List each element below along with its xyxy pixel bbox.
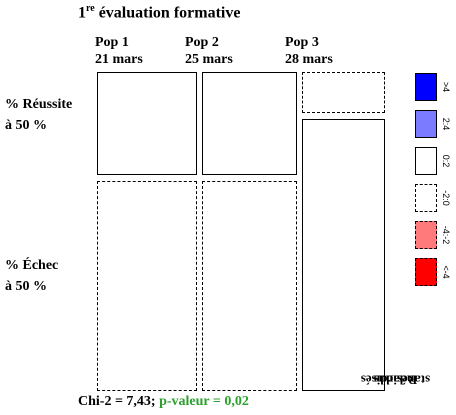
mosaic-cell-reussite-pop-2 — [202, 72, 297, 176]
column-name: Pop 1 — [95, 35, 129, 50]
row-label-reussite: % Réussite à 50 % — [5, 94, 72, 136]
legend-swatch — [415, 221, 437, 249]
chart-title: 1re évaluation formative — [78, 3, 241, 22]
column-header-pop-2: Pop 2 25 mars — [185, 34, 233, 68]
column-name: Pop 2 — [185, 35, 219, 50]
legend-swatch — [415, 73, 437, 101]
mosaic-cell-echec-pop-2 — [202, 181, 297, 391]
row-label-line: % Échec — [5, 258, 59, 273]
legend-label: 2:4 — [441, 117, 451, 131]
legend-label: -4:-2 — [441, 225, 451, 245]
row-label-line: à 50 % — [5, 118, 47, 133]
legend-label: >4 — [441, 81, 451, 93]
legend-label: <-4 — [441, 265, 451, 279]
column-date: 28 mars — [285, 52, 333, 67]
mosaic-cell-echec-pop-1 — [97, 181, 198, 391]
column-header-pop-1: Pop 1 21 mars — [95, 34, 143, 68]
legend-swatch — [415, 147, 437, 175]
mosaic-cell-reussite-pop-3 — [301, 72, 385, 113]
column-name: Pop 3 — [285, 35, 319, 50]
row-label-echec: % Échec à 50 % — [5, 255, 58, 297]
legend-swatch — [415, 110, 437, 138]
legend-swatch — [415, 258, 437, 286]
column-date: 25 mars — [185, 52, 233, 67]
chi-square-summary: Chi-2 = 7,43; p-valeur = 0,02 — [78, 394, 249, 410]
row-label-line: à 50 % — [5, 279, 47, 294]
chi-square-statistic: Chi-2 = 7,43; — [78, 394, 156, 409]
row-label-line: % Réussite — [5, 97, 73, 112]
column-date: 21 mars — [95, 52, 143, 67]
legend-title: Résidus standardisés — [360, 372, 431, 388]
mosaic-cell-echec-pop-3 — [301, 118, 385, 391]
legend-label: 0:2 — [441, 154, 451, 168]
p-value: p-valeur = 0,02 — [159, 394, 249, 409]
mosaic-cell-reussite-pop-1 — [97, 72, 198, 176]
legend-label: -2:0 — [441, 190, 451, 206]
column-header-pop-3: Pop 3 28 mars — [285, 34, 333, 68]
legend-swatch — [415, 184, 437, 212]
